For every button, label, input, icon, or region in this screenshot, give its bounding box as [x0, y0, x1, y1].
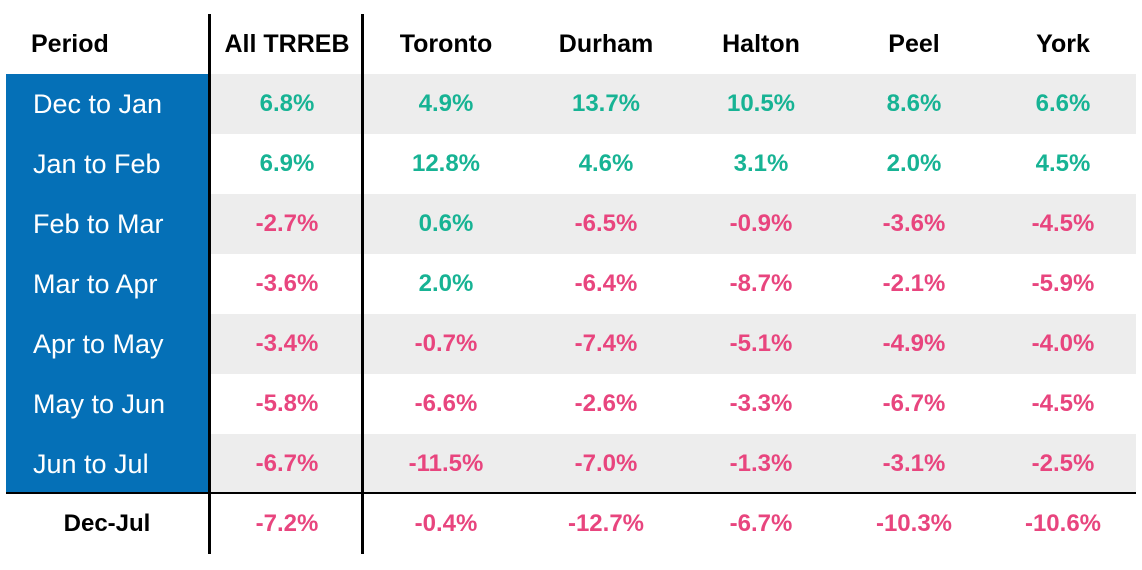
period-column-divider [208, 14, 211, 554]
period-cell: May to Jun [6, 374, 208, 434]
value-cell-toronto: 0.6% [418, 210, 474, 237]
table-row: Jan to Feb 6.9% 12.8% 4.6% 3.1% 2.0% 4.5% [6, 134, 1136, 194]
column-header-period: Period [31, 29, 109, 58]
all-trreb-column-divider [361, 14, 364, 554]
value-cell-all-trreb: 6.8% [259, 90, 315, 117]
value-cell-peel: -2.1% [882, 270, 946, 297]
value-cell-toronto: -11.5% [408, 450, 484, 477]
value-cell-all-trreb: 6.9% [259, 150, 315, 177]
total-row: Dec-Jul -7.2% -0.4% -12.7% -6.7% -10.3% -10.6% [6, 494, 1136, 554]
period-cell: Feb to Mar [6, 194, 208, 254]
total-row-divider [6, 492, 1136, 494]
value-cell-york: 4.5% [1035, 150, 1091, 177]
value-cell-halton: 3.1% [733, 150, 789, 177]
value-cell-durham: -7.0% [574, 450, 638, 477]
value-cell-all-trreb: -6.7% [255, 450, 319, 477]
value-cell-peel: 2.0% [886, 150, 942, 177]
table-row: Feb to Mar -2.7% 0.6% -6.5% -0.9% -3.6% -4.5% [6, 194, 1136, 254]
total-value-york: -10.6% [1024, 510, 1102, 537]
value-cell-peel: 8.6% [886, 90, 942, 117]
value-cell-durham: 13.7% [571, 90, 641, 117]
header-row: Period All TRREB Toronto Durham Halton Peel Yo… [6, 14, 1136, 74]
value-cell-durham: 4.6% [578, 150, 634, 177]
value-cell-halton: -0.9% [729, 210, 793, 237]
total-value-toronto: -0.4% [414, 510, 478, 537]
total-value-halton: -6.7% [729, 510, 793, 537]
value-cell-york: -2.5% [1031, 450, 1095, 477]
table-row: Jun to Jul -6.7% -11.5% -7.0% -1.3% -3.1% -2.5… [6, 434, 1136, 494]
value-cell-toronto: -6.6% [414, 390, 478, 417]
value-cell-halton: 10.5% [726, 90, 796, 117]
value-cell-york: 6.6% [1035, 90, 1091, 117]
value-cell-peel: -3.1% [882, 450, 946, 477]
value-cell-york: -4.0% [1031, 330, 1095, 357]
table-row: May to Jun -5.8% -6.6% -2.6% -3.3% -6.7% -4.5% [6, 374, 1136, 434]
value-cell-halton: -8.7% [729, 270, 793, 297]
value-cell-durham: -6.4% [574, 270, 638, 297]
value-cell-york: -4.5% [1031, 390, 1095, 417]
column-header-york: York [1036, 29, 1090, 58]
value-cell-peel: -4.9% [882, 330, 946, 357]
value-cell-all-trreb: -2.7% [255, 210, 319, 237]
value-cell-halton: -5.1% [729, 330, 793, 357]
period-cell: Apr to May [6, 314, 208, 374]
column-header-halton: Halton [722, 29, 800, 58]
percent-change-table: Period All TRREB Toronto Durham Halton Peel Yo… [6, 14, 1136, 554]
value-cell-toronto: -0.7% [414, 330, 478, 357]
value-cell-all-trreb: -5.8% [255, 390, 319, 417]
value-cell-halton: -1.3% [729, 450, 793, 477]
value-cell-peel: -3.6% [882, 210, 946, 237]
column-header-all-trreb: All TRREB [224, 29, 350, 58]
value-cell-peel: -6.7% [882, 390, 946, 417]
value-cell-york: -4.5% [1031, 210, 1095, 237]
period-cell: Jun to Jul [6, 434, 208, 494]
total-period-label: Dec-Jul [63, 510, 151, 537]
value-cell-all-trreb: -3.4% [255, 330, 319, 357]
value-cell-york: -5.9% [1031, 270, 1095, 297]
period-cell: Dec to Jan [6, 74, 208, 134]
table-row: Apr to May -3.4% -0.7% -7.4% -5.1% -4.9% -4.0% [6, 314, 1136, 374]
total-value-all-trreb: -7.2% [255, 510, 319, 537]
table-row: Dec to Jan 6.8% 4.9% 13.7% 10.5% 8.6% 6.6% [6, 74, 1136, 134]
value-cell-durham: -7.4% [574, 330, 638, 357]
period-cell: Jan to Feb [6, 134, 208, 194]
total-value-peel: -10.3% [875, 510, 953, 537]
column-header-durham: Durham [558, 29, 654, 58]
column-header-peel: Peel [888, 29, 940, 58]
value-cell-all-trreb: -3.6% [255, 270, 319, 297]
value-cell-toronto: 12.8% [411, 150, 481, 177]
value-cell-toronto: 2.0% [418, 270, 474, 297]
value-cell-durham: -2.6% [574, 390, 638, 417]
column-header-toronto: Toronto [399, 29, 493, 58]
total-value-durham: -12.7% [567, 510, 645, 537]
period-cell: Mar to Apr [6, 254, 208, 314]
value-cell-durham: -6.5% [574, 210, 638, 237]
table-row: Mar to Apr -3.6% 2.0% -6.4% -8.7% -2.1% -5.9% [6, 254, 1136, 314]
value-cell-halton: -3.3% [729, 390, 793, 417]
value-cell-toronto: 4.9% [418, 90, 474, 117]
